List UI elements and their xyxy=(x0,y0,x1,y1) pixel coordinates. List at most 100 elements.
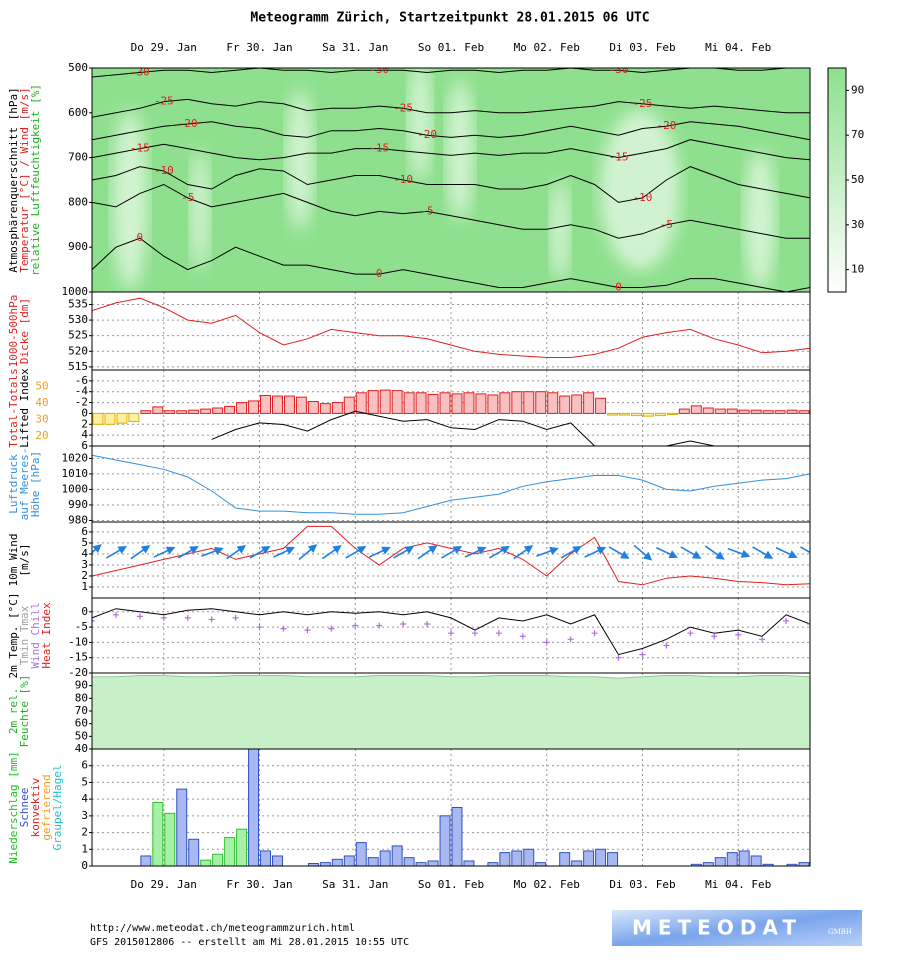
y-tick-label: 70 xyxy=(75,704,88,717)
y-tick-label: -10 xyxy=(68,635,88,648)
panel-bg xyxy=(92,446,810,522)
precip-bar xyxy=(511,850,523,866)
li-bar xyxy=(463,392,475,414)
wind-arrow xyxy=(177,546,199,559)
isotherm-label: -10 xyxy=(633,191,653,204)
axis-label: 1000-500hPa xyxy=(7,295,20,368)
cross-marker xyxy=(783,617,790,624)
wind-arrow xyxy=(321,545,342,560)
li-bar xyxy=(427,393,439,414)
axis-label: Atmosphärenquerschnitt [hPa] xyxy=(7,87,20,272)
logo-sub: GMBH xyxy=(828,928,852,936)
li-bar xyxy=(283,395,295,414)
precip-bar xyxy=(391,845,403,866)
li-bar xyxy=(343,396,355,414)
li-bar xyxy=(295,396,307,414)
cross-marker xyxy=(543,639,550,646)
cross-marker xyxy=(495,630,502,637)
y-tick-label: 6 xyxy=(81,525,88,538)
y-tick-label: 3 xyxy=(81,809,88,822)
li-bar xyxy=(152,406,164,414)
line xyxy=(92,525,810,586)
cross-marker xyxy=(280,625,287,632)
date-label-bottom: Mo 02. Feb xyxy=(514,878,580,891)
y-tick-label: 990 xyxy=(68,498,88,511)
wind-arrow xyxy=(656,547,678,559)
li-bar xyxy=(140,410,152,414)
isotherm-label: -5 xyxy=(181,191,194,204)
wind-arrow xyxy=(608,546,630,559)
li-bar xyxy=(798,410,810,414)
li-bar xyxy=(200,408,212,414)
li-bar xyxy=(678,408,690,414)
y-tick-label: -4 xyxy=(75,385,89,398)
cbar-tick-label: 90 xyxy=(851,83,864,96)
wind-arrow xyxy=(633,544,653,561)
axis-label: gefrierend xyxy=(40,774,53,840)
cross-marker xyxy=(352,622,359,629)
precip-bar xyxy=(499,852,511,866)
y-tick-label: 6 xyxy=(81,759,88,772)
precip-bar xyxy=(140,855,152,866)
y-tick-label: 4 xyxy=(81,428,88,441)
humidity-patch xyxy=(286,90,314,230)
wind-arrow xyxy=(226,545,247,560)
li-bar xyxy=(391,390,403,414)
wind-arrow xyxy=(560,546,582,559)
li-bar xyxy=(475,393,487,414)
wind-arrow xyxy=(273,546,296,558)
wind-arrow xyxy=(536,546,559,557)
date-label-top: So 01. Feb xyxy=(418,41,484,54)
footer-url: http://www.meteodat.ch/meteogrammzurich.… xyxy=(90,923,355,934)
precip-bar xyxy=(200,859,212,866)
isotherm-label: -15 xyxy=(609,151,629,164)
y-tick-label: -5 xyxy=(75,620,88,633)
axis-label: Dicke [dm] xyxy=(18,298,31,364)
li-bar xyxy=(104,412,116,425)
date-label-bottom: Fr 30. Jan xyxy=(226,878,292,891)
panel-bg xyxy=(92,370,810,446)
y-tick-label: 5 xyxy=(81,775,88,788)
axis-label: Heat Index xyxy=(40,602,53,669)
isotherm xyxy=(92,237,810,292)
li-bar xyxy=(535,391,547,414)
line xyxy=(92,454,810,515)
isotherm-label: -25 xyxy=(154,95,174,108)
li-bar xyxy=(128,412,140,423)
panel-bg xyxy=(92,749,810,866)
y-tick-label: 2 xyxy=(81,417,88,430)
isotherm-label: -25 xyxy=(393,101,413,114)
precip-bar xyxy=(319,862,331,866)
cross-marker xyxy=(304,627,311,634)
wind-arrow xyxy=(368,546,391,558)
li-bar xyxy=(571,394,583,414)
isotherm-label: -20 xyxy=(178,117,198,130)
y-tick-label: 40 xyxy=(75,742,88,755)
precip-bar xyxy=(367,857,379,866)
cross-marker xyxy=(807,621,810,628)
isotherm xyxy=(92,183,810,239)
isotherm-label: 0 xyxy=(137,231,144,244)
cross-marker xyxy=(328,625,335,632)
axis-label: Temperatur [°C] / Wind [m/s] xyxy=(18,87,31,272)
axis-label: Höhe [hPa] xyxy=(29,451,42,517)
li-bar xyxy=(726,408,738,414)
date-label-bottom: Di 03. Feb xyxy=(609,878,675,891)
isotherm-label: -30 xyxy=(369,63,389,76)
axis-label: [m/s] xyxy=(18,543,31,576)
y-tick-label: 6 xyxy=(81,439,88,452)
title: Meteogramm Zürich, Startzeitpunkt 28.01.… xyxy=(250,11,649,26)
y-tick-label: 1010 xyxy=(62,467,89,480)
li-bar xyxy=(188,409,200,414)
wind-arrow xyxy=(92,544,102,554)
axis-label: 2m Temp. [°C] xyxy=(7,592,20,678)
li-bar xyxy=(762,410,774,414)
y-tick-label: -2 xyxy=(75,396,88,409)
axis-label: Feuchte [%] xyxy=(18,675,31,748)
y-tick-label: 5 xyxy=(81,536,88,549)
cbar-tick-label: 10 xyxy=(851,263,864,276)
wind-arrow xyxy=(704,545,725,560)
cbar-tick-label: 50 xyxy=(851,173,864,186)
y-tick-label: 525 xyxy=(68,329,88,342)
